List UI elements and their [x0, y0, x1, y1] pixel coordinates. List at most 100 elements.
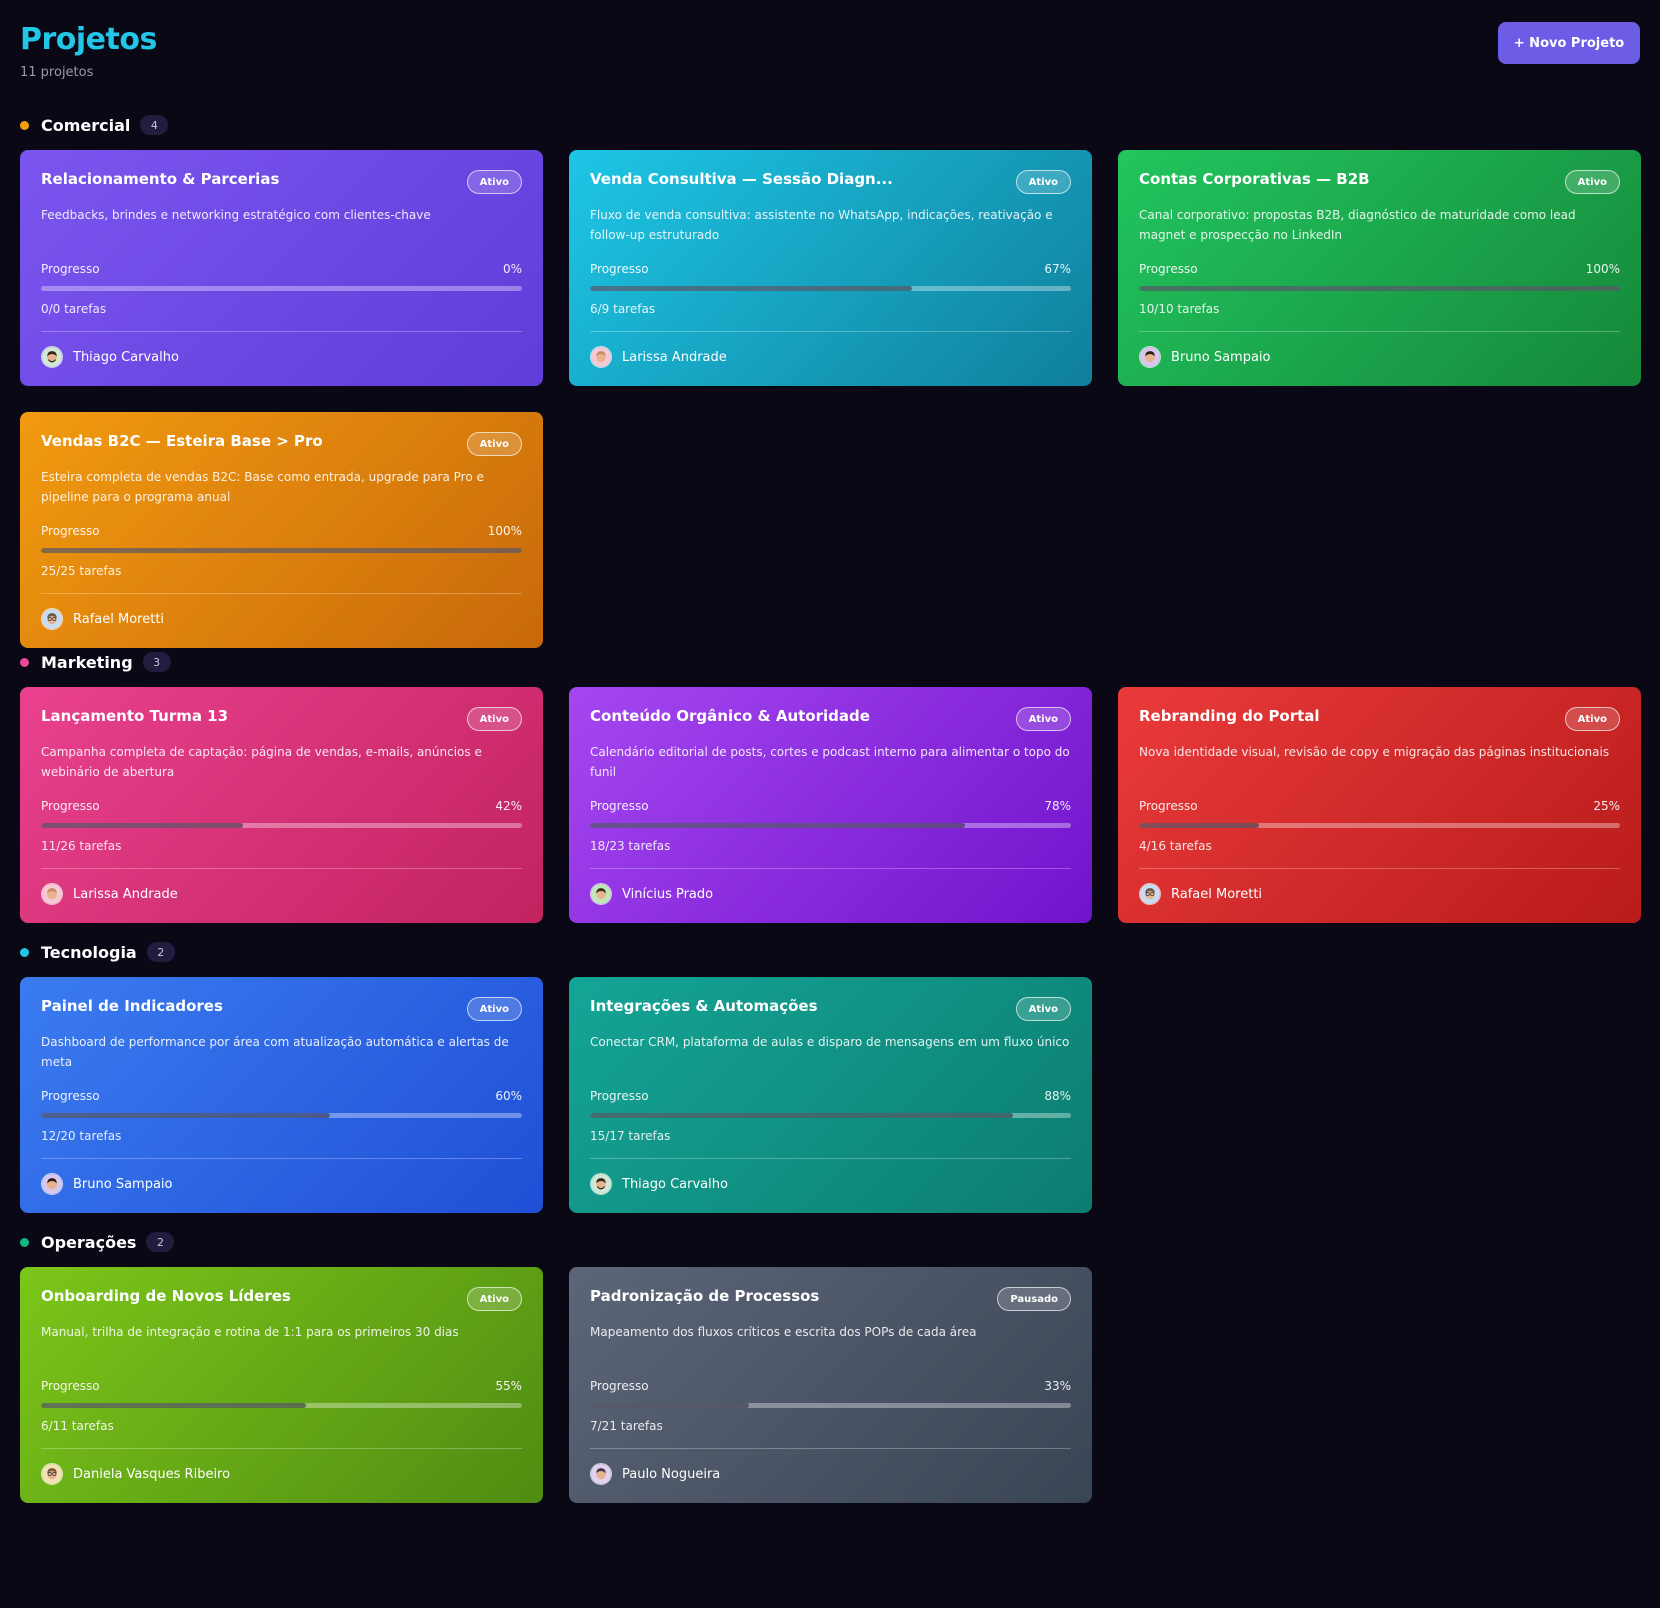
- owner-name: Daniela Vasques Ribeiro: [73, 1466, 231, 1482]
- progress-label: Progresso: [590, 262, 649, 276]
- section-header: Tecnologia 2: [20, 941, 1640, 963]
- project-description: Calendário editorial de posts, cortes e …: [590, 745, 1070, 779]
- progress-percent: 33%: [1044, 1379, 1071, 1393]
- avatar-older-man-icon: [590, 1463, 612, 1485]
- project-owner: Bruno Sampaio: [41, 1173, 173, 1195]
- progress-row: Progresso 67%: [590, 262, 1071, 276]
- progress-label: Progresso: [590, 799, 649, 813]
- project-owner: Rafael Moretti: [41, 608, 164, 630]
- section-count-badge: 2: [146, 942, 175, 962]
- progress-bar-fill: [590, 823, 966, 828]
- avatar-woman-icon: [41, 883, 63, 905]
- project-card[interactable]: Onboarding de Novos Líderes Ativo Manual, …: [20, 1267, 543, 1503]
- project-card[interactable]: Padronização de Processos Pausado Mapeamen…: [569, 1267, 1092, 1503]
- task-count: 11/26 tarefas: [41, 839, 122, 853]
- project-title: Vendas B2C — Esteira Base > Pro: [41, 432, 323, 450]
- section-title: Comercial: [41, 115, 131, 135]
- new-project-button[interactable]: + Novo Projeto: [1498, 22, 1640, 64]
- section-marketing: Marketing 3 Lançamento Turma 13 Ativo Campan…: [20, 651, 1641, 923]
- card-divider: [1139, 331, 1620, 332]
- progress-bar: [41, 823, 522, 828]
- owner-name: Vinícius Prado: [622, 886, 714, 902]
- section-count-badge: 4: [140, 115, 169, 135]
- progress-label: Progresso: [41, 799, 100, 813]
- section-operacoes: Operações 2 Onboarding de Novos Líderes Ati…: [20, 1231, 1640, 1503]
- card-divider: [41, 868, 522, 869]
- progress-bar: [590, 1113, 1071, 1118]
- page-header: Projetos 11 projetos + Novo Projeto: [20, 22, 1640, 92]
- progress-bar: [1139, 823, 1620, 828]
- owner-name: Bruno Sampaio: [1171, 349, 1271, 365]
- project-owner: Bruno Sampaio: [1139, 346, 1271, 368]
- progress-bar-fill: [590, 1113, 1014, 1118]
- project-card[interactable]: Lançamento Turma 13 Ativo Campanha complet…: [20, 687, 543, 923]
- project-title: Integrações & Automações: [590, 997, 818, 1015]
- project-owner: Larissa Andrade: [41, 883, 178, 905]
- progress-bar-fill: [1139, 286, 1620, 291]
- section-tecnologia: Tecnologia 2 Painel de Indicadores Ativo Das…: [20, 941, 1640, 1213]
- status-badge: Ativo: [1015, 997, 1071, 1021]
- section-title: Tecnologia: [41, 942, 137, 962]
- progress-label: Progresso: [41, 1089, 100, 1103]
- section-header: Operações 2: [20, 1231, 1640, 1253]
- owner-name: Larissa Andrade: [622, 349, 727, 365]
- avatar-bearded-man-icon: [41, 346, 63, 368]
- section-title: Operações: [41, 1232, 137, 1252]
- project-description: Mapeamento dos fluxos críticos e escrita…: [590, 1325, 977, 1339]
- progress-label: Progresso: [41, 262, 100, 276]
- project-card[interactable]: Vendas B2C — Esteira Base > Pro Ativo Este…: [20, 412, 543, 648]
- project-card[interactable]: Venda Consultiva — Sessão Diagn... Ativo F…: [569, 150, 1092, 386]
- progress-bar: [590, 823, 1071, 828]
- project-card[interactable]: Contas Corporativas — B2B Ativo Canal corp…: [1118, 150, 1641, 386]
- progress-bar: [1139, 286, 1620, 291]
- project-title: Padronização de Processos: [590, 1287, 820, 1305]
- status-badge: Ativo: [466, 707, 522, 731]
- task-count: 25/25 tarefas: [41, 564, 122, 578]
- avatar-glasses-man-icon: [41, 608, 63, 630]
- project-card[interactable]: Integrações & Automações Ativo Conectar CR…: [569, 977, 1092, 1213]
- progress-percent: 0%: [502, 262, 522, 276]
- card-divider: [41, 331, 522, 332]
- project-card[interactable]: Rebranding do Portal Ativo Nova identidade…: [1118, 687, 1641, 923]
- status-badge: Ativo: [1564, 707, 1620, 731]
- project-card[interactable]: Conteúdo Orgânico & Autoridade Ativo Calen…: [569, 687, 1092, 923]
- status-badge: Ativo: [466, 1287, 522, 1311]
- progress-row: Progresso 33%: [590, 1379, 1071, 1393]
- task-count: 6/9 tarefas: [590, 302, 656, 316]
- avatar-young-man-icon: [590, 883, 612, 905]
- task-count: 18/23 tarefas: [590, 839, 671, 853]
- project-description: Manual, trilha de integração e rotina de…: [41, 1325, 459, 1339]
- status-badge: Ativo: [466, 432, 522, 456]
- section-dot-icon: [20, 947, 29, 957]
- progress-row: Progresso 25%: [1139, 799, 1620, 813]
- section-header: Marketing 3: [20, 651, 1640, 673]
- progress-bar-fill: [41, 1403, 306, 1408]
- project-grid: Relacionamento & Parcerias Ativo Feedbacks…: [20, 150, 1641, 648]
- owner-name: Thiago Carvalho: [73, 349, 179, 365]
- progress-row: Progresso 55%: [41, 1379, 522, 1393]
- progress-bar: [41, 286, 522, 291]
- project-title: Contas Corporativas — B2B: [1139, 170, 1370, 188]
- project-card[interactable]: Painel de Indicadores Ativo Dashboard de p…: [20, 977, 543, 1213]
- project-owner: Rafael Moretti: [1139, 883, 1262, 905]
- progress-bar-fill: [41, 548, 522, 553]
- project-card[interactable]: Relacionamento & Parcerias Ativo Feedbacks…: [20, 150, 543, 386]
- project-title: Venda Consultiva — Sessão Diagn...: [590, 170, 893, 188]
- project-title: Lançamento Turma 13: [41, 707, 229, 725]
- status-badge: Ativo: [1015, 170, 1071, 194]
- card-divider: [41, 1448, 522, 1449]
- project-description: Canal corporativo: propostas B2B, diagnó…: [1139, 208, 1576, 242]
- avatar-woman-glasses-icon: [41, 1463, 63, 1485]
- avatar-bearded-man-icon: [590, 1173, 612, 1195]
- task-count: 7/21 tarefas: [590, 1419, 663, 1433]
- progress-row: Progresso 100%: [1139, 262, 1620, 276]
- progress-label: Progresso: [590, 1089, 649, 1103]
- project-owner: Thiago Carvalho: [41, 346, 179, 368]
- progress-percent: 78%: [1044, 799, 1071, 813]
- progress-row: Progresso 88%: [590, 1089, 1071, 1103]
- progress-bar-fill: [41, 1113, 330, 1118]
- card-divider: [590, 1158, 1071, 1159]
- progress-bar-fill: [590, 286, 913, 291]
- task-count: 4/16 tarefas: [1139, 839, 1212, 853]
- progress-bar-fill: [590, 1403, 749, 1408]
